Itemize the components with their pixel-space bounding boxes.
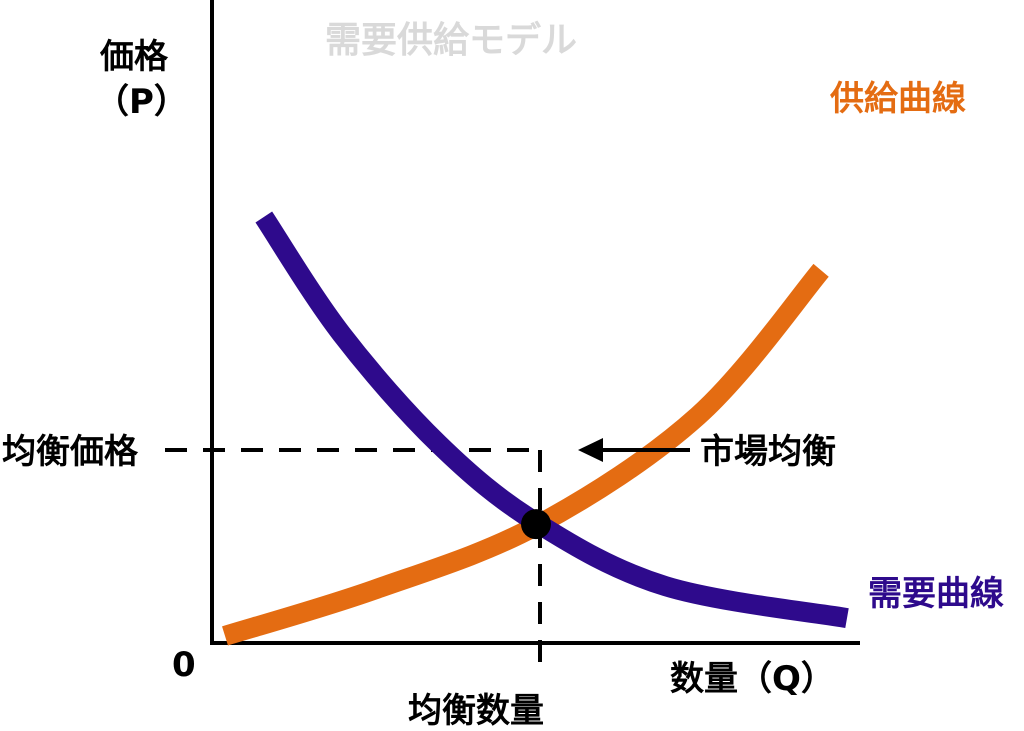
equilibrium-point	[521, 509, 551, 540]
market-equilibrium-label: 市場均衡	[700, 432, 836, 472]
demand-curve	[255, 211, 849, 628]
demand-curve-label: 需要曲線	[868, 574, 1004, 614]
market-equilibrium-arrowhead	[578, 438, 603, 462]
y-axis-unit: （P）	[95, 82, 188, 122]
chart-title: 需要供給モデル	[325, 19, 577, 61]
equilibrium-price-label: 均衡価格	[2, 432, 139, 472]
y-axis-label: 価格	[99, 37, 169, 77]
equilibrium-quantity-label: 均衡数量	[408, 691, 544, 731]
supply-curve-label: 供給曲線	[829, 79, 966, 119]
origin-label: 0	[172, 645, 196, 685]
x-axis-label: 数量（Q）	[670, 659, 835, 699]
